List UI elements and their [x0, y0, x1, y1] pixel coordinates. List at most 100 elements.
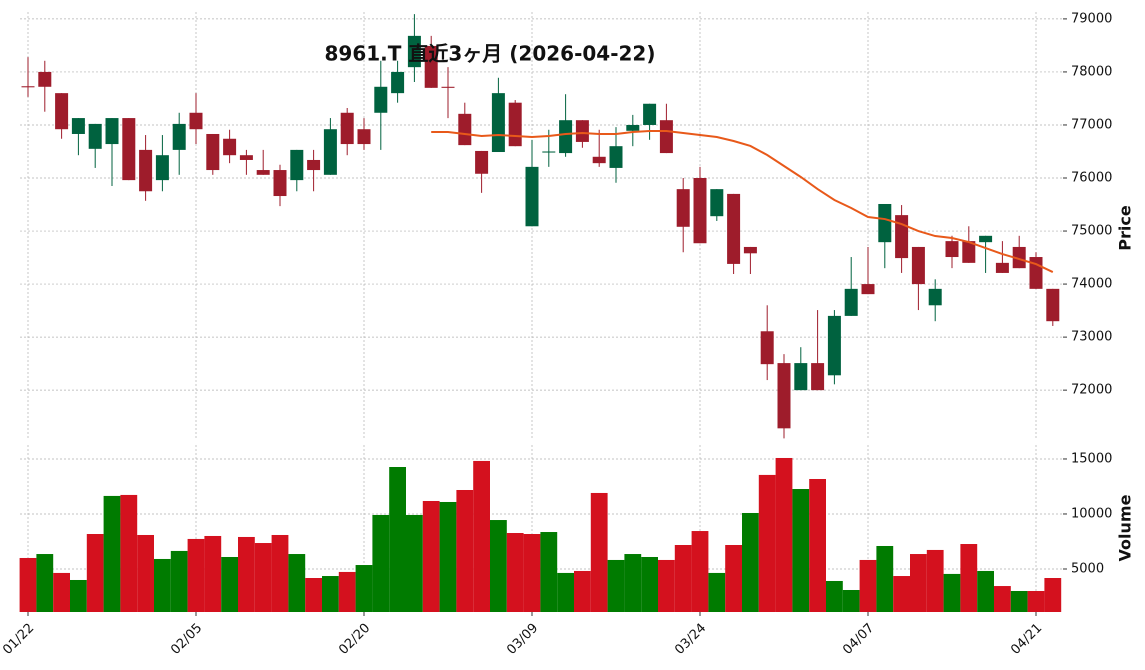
- candle-body: [441, 86, 455, 88]
- candle-body: [643, 103, 657, 125]
- volume-bar: [103, 495, 121, 612]
- volume-bar: [725, 545, 742, 612]
- volume-bar: [473, 460, 490, 612]
- candle-body: [609, 146, 623, 168]
- volume-bar: [809, 478, 826, 612]
- candle-body: [273, 170, 287, 197]
- y-tick-label: 73000: [1071, 330, 1112, 345]
- volume-bar: [254, 543, 272, 612]
- candle-body: [827, 315, 841, 376]
- candle-body: [777, 363, 791, 429]
- candle-body: [475, 150, 489, 174]
- volume-bar: [137, 534, 154, 612]
- candle-body: [945, 241, 959, 258]
- x-tick-label: 02/05: [168, 621, 205, 658]
- volume-bar: [1044, 578, 1062, 612]
- candle-body: [21, 86, 35, 88]
- volume-bar: [154, 558, 171, 612]
- candle-body: [895, 215, 909, 259]
- candle-body: [525, 166, 539, 227]
- y-tick-label: 74000: [1071, 277, 1112, 292]
- candle-body: [811, 363, 825, 391]
- candle-body: [407, 35, 421, 68]
- volume-bar: [910, 554, 927, 612]
- volume-bar: [775, 457, 793, 612]
- candle-body: [743, 246, 757, 254]
- candle-body: [424, 45, 438, 88]
- volume-bar: [960, 544, 978, 612]
- candle-body: [559, 120, 573, 154]
- y-tick-label: 79000: [1071, 11, 1112, 26]
- y-tick-label: 76000: [1071, 171, 1112, 186]
- candle-body: [979, 235, 993, 243]
- candle-body: [122, 118, 136, 181]
- candle-body: [307, 159, 321, 171]
- candle-body: [189, 112, 203, 130]
- volume-bar: [1027, 590, 1045, 612]
- candle-body: [55, 93, 69, 130]
- candle-body: [760, 331, 774, 365]
- candle-body: [105, 118, 119, 145]
- volume-bar: [607, 559, 625, 612]
- candle-body: [1012, 246, 1026, 269]
- volume-bar: [322, 576, 339, 612]
- volume-bar: [691, 531, 709, 612]
- candle-body: [391, 71, 405, 94]
- candle-body: [911, 246, 925, 285]
- volume-bar: [36, 554, 54, 612]
- x-tick-label: 04/21: [1008, 621, 1045, 658]
- volume-bar: [490, 520, 507, 612]
- volume-bar: [590, 492, 608, 612]
- volume-bar: [439, 501, 457, 612]
- candle-body: [542, 151, 556, 153]
- candle-body: [592, 156, 606, 164]
- volume-bar: [187, 538, 205, 612]
- candle-body: [861, 284, 875, 295]
- volume-bar: [742, 512, 759, 612]
- candle-body: [374, 86, 388, 113]
- candle-body: [710, 189, 724, 217]
- volume-bar: [1010, 590, 1028, 612]
- moving-average-line: [431, 129, 1054, 273]
- candle-body: [88, 123, 102, 149]
- candle-body: [290, 149, 304, 181]
- volume-bar: [338, 571, 356, 612]
- volume-bar: [456, 489, 474, 612]
- volume-bar: [641, 556, 658, 612]
- x-tick-label: 03/24: [672, 621, 709, 658]
- candle-body: [727, 193, 741, 264]
- volume-bar: [204, 535, 222, 612]
- volume-bar: [658, 559, 675, 612]
- candle-body: [1046, 288, 1060, 322]
- candle-body: [693, 178, 707, 244]
- candle-body: [995, 262, 1009, 273]
- candle-body: [223, 138, 237, 156]
- volume-bar: [758, 474, 776, 612]
- candle-body: [844, 288, 858, 316]
- volume-bar: [674, 545, 692, 612]
- y-tick-label: 77000: [1071, 117, 1112, 132]
- x-tick-label: 02/20: [336, 621, 373, 658]
- volume-bar: [557, 572, 574, 612]
- volume-bar: [926, 549, 944, 612]
- volume-bar: [288, 554, 306, 612]
- volume-bar: [792, 489, 810, 612]
- candle-body: [357, 129, 371, 145]
- volume-bar: [271, 534, 289, 612]
- candle-body: [256, 170, 270, 175]
- chart-title: 8961.T 直近3ヶ月 (2026-04-22): [325, 42, 656, 66]
- candle-body: [340, 112, 354, 145]
- candle-body: [962, 241, 976, 263]
- volume-bar: [406, 514, 423, 612]
- volume-bar: [506, 533, 524, 612]
- volume-bar: [372, 514, 390, 612]
- candle-body: [71, 118, 85, 134]
- candle-body: [155, 155, 169, 181]
- plot-area: [20, 12, 1063, 612]
- candle-body: [38, 71, 52, 87]
- candle-body: [575, 120, 589, 142]
- candle-body: [508, 102, 522, 147]
- volume-bar: [120, 494, 138, 612]
- volume-bar: [389, 467, 406, 612]
- volume-bar: [19, 557, 37, 612]
